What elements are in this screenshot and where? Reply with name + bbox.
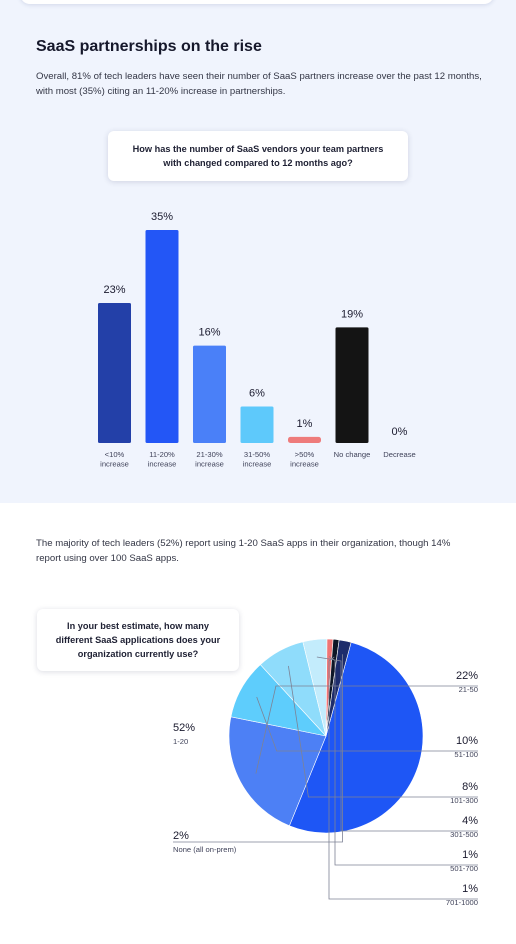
bar-chart: 23%<10%increase35%11-20%increase16%21-30… <box>98 211 416 469</box>
bar <box>193 345 226 443</box>
bar-value-label: 19% <box>341 308 363 320</box>
bar-category-label: increase <box>148 460 177 469</box>
pie-slice <box>228 716 327 827</box>
pie-slice <box>288 641 424 834</box>
bar-category-label: increase <box>243 460 272 469</box>
bar-category-label: >50% <box>295 450 315 459</box>
bar-category-label: 31-50% <box>244 450 270 459</box>
pie-slice <box>325 639 352 737</box>
leader-line <box>173 654 343 843</box>
pie-value-label: 10% <box>456 735 478 747</box>
leader-line <box>328 656 478 900</box>
leader-line <box>255 685 478 774</box>
bar-value-label: 16% <box>198 327 220 339</box>
survey-section-background: SaaS partnerships on the rise Overall, 8… <box>0 0 516 503</box>
bar-value-label: 23% <box>103 284 125 296</box>
pie-category-label: 51-100 <box>454 750 478 759</box>
pie-category-label: 21-50 <box>459 685 478 694</box>
question-text-apps: In your best estimate, how many differen… <box>55 621 221 659</box>
pie-value-label: 2% <box>173 830 189 842</box>
bar-category-label: No change <box>334 450 371 459</box>
bar <box>288 436 321 443</box>
leader-line <box>256 696 478 752</box>
section-description: Overall, 81% of tech leaders have seen t… <box>36 71 482 97</box>
question-card-app-count: In your best estimate, how many differen… <box>37 609 239 671</box>
pie-category-label: 301-500 <box>450 830 478 839</box>
bar <box>98 303 131 443</box>
bar <box>145 230 179 443</box>
bar-category-label: 21-30% <box>196 450 222 459</box>
bar-category-label: Decrease <box>383 450 416 459</box>
leader-line <box>316 656 478 832</box>
question-card-vendors: How has the number of SaaS vendors your … <box>108 131 408 181</box>
bar <box>335 327 369 443</box>
bar-category-label: 11-20% <box>149 450 175 459</box>
leader-line <box>288 665 478 798</box>
bar-value-label: 35% <box>151 211 173 223</box>
bar-value-label: 6% <box>249 387 265 399</box>
pie-category-label: 101-300 <box>450 796 478 805</box>
question-text: How has the number of SaaS vendors your … <box>132 144 384 168</box>
pie-category-label: 701-1000 <box>446 898 478 907</box>
pie-value-label: 4% <box>462 815 478 827</box>
apps-intro-text: The majority of tech leaders (52%) repor… <box>36 538 451 564</box>
pie-chart: 22% 21-50 10% 51-100 8% 101-300 4% 301-500 1% 501… <box>173 638 478 907</box>
pie-category-label: None (all on-prem) <box>173 845 237 854</box>
bar-value-label: 1% <box>297 418 313 430</box>
pie-value-label: 1% <box>462 849 478 861</box>
pie-category-label: 1-20 <box>173 737 188 746</box>
pie-value-label: 1% <box>462 883 478 895</box>
pie-value-label: 22% <box>456 670 478 682</box>
previous-card <box>20 0 494 4</box>
bar <box>240 406 274 443</box>
bar-category-label: increase <box>100 460 129 469</box>
bar-category-label: increase <box>290 460 319 469</box>
bar-category-label: <10% <box>105 450 125 459</box>
pie-category-label: 501-700 <box>450 864 478 873</box>
section-title: SaaS partnerships on the rise <box>36 38 262 55</box>
pie-value-label: 8% <box>462 781 478 793</box>
bar-value-label: 0% <box>392 426 408 438</box>
bar-category-label: increase <box>195 460 224 469</box>
pie-value-label: 52% <box>173 722 195 734</box>
